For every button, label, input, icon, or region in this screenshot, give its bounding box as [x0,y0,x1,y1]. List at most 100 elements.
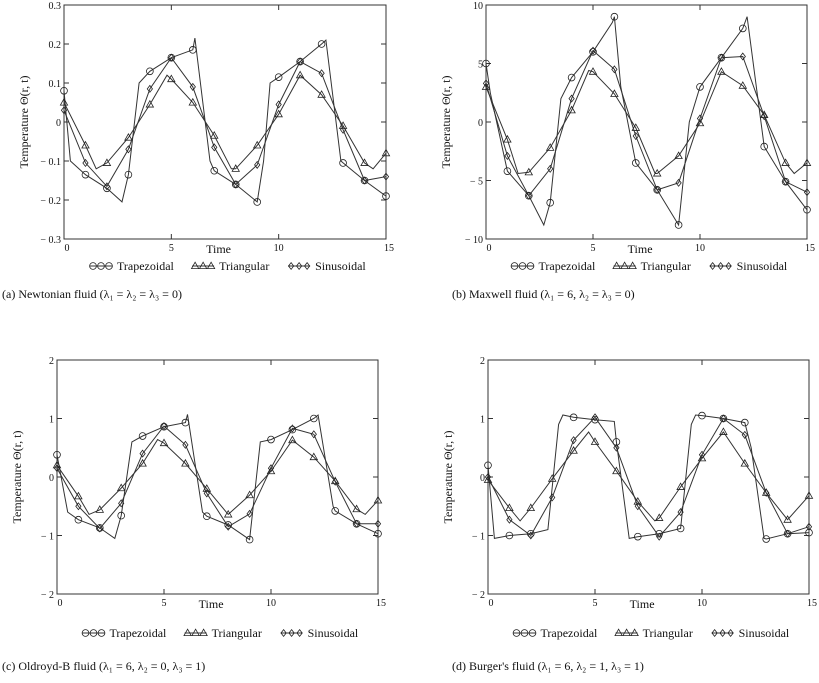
y-tick-label: 2 [480,356,485,367]
x-tick-label: 10 [697,598,707,609]
circle-marker [633,532,642,541]
diamond-marker [382,172,390,181]
x-tick-label: 15 [376,598,386,609]
diamond-marker [613,443,620,452]
legend-item-trapezoidal: Trapezoidal [81,626,168,640]
triangle-marker [116,483,126,492]
y-tick-label: − 1 [472,532,485,543]
triangle-marker [524,167,534,176]
triangle-marker [674,151,683,159]
triangle-marker [183,628,192,636]
circle-marker [203,512,211,520]
diamond-marker [782,177,789,186]
circle-marker [382,192,390,200]
triangle-marker [373,495,383,504]
trapezoidal-line [485,16,808,227]
legend-item-sinusoidal: Sinusoidal [711,626,790,640]
y-tick-label: − 0.2 [40,196,61,207]
triangle-marker [654,513,664,521]
y-tick-label: 0.1 [49,79,62,90]
plot-frame [485,4,808,240]
panel-caption: (d) Burger's fluid (λ₁ = 6, λ₂ = 1, λ₃ =… [452,659,644,673]
triangle-marker [697,453,707,462]
diamond-marker [146,84,153,93]
panel-a: − 0.3 − 0.2 − 0.1 0 0.1 0.2 0.3 0 5 10 15 Time Tempe… [2,1,394,301]
triangle-marker [274,109,283,118]
diamond-marker [632,131,639,141]
y-tick-label: − 1 [41,532,54,543]
diamond-marker [318,69,325,78]
x-tick-label: 15 [807,598,817,609]
triangle-marker [630,628,639,636]
triangle-marker [590,437,600,445]
legend-label: Trapezoidal [541,626,599,640]
legend-label: Triangular [641,259,691,273]
diamond-marker [267,464,275,473]
diamond-marker [225,522,232,531]
circle-marker [339,159,347,167]
circle-marker [97,262,105,270]
triangle-marker [209,131,219,139]
y-tick-label: 1 [49,415,54,426]
legend: Trapezoidal Triangular Sinusoidal [510,259,788,273]
legend-label: Trapezoidal [110,626,168,640]
y-tick-label: 0.3 [49,1,62,12]
y-axis-label: Temperature Θ(r, t) [441,431,455,524]
diamond-marker [484,472,492,482]
series-sinusoidal [60,53,390,191]
diamond-marker [568,94,575,103]
y-tick-label: 0 [478,118,483,129]
series-sinusoidal [482,46,811,200]
y-tick-label: − 10 [465,235,483,246]
circle-marker [60,87,68,95]
x-tick-label: 5 [591,243,596,254]
diamond-marker [547,164,554,173]
diamond-marker [361,176,368,185]
triangle-marker [288,435,297,444]
diamond-marker [654,185,661,194]
circle-marker [317,40,326,48]
diamond-marker [570,436,577,445]
x-axis-label: Time [199,597,224,611]
diamond-marker [696,114,704,123]
triangle-marker [352,504,361,513]
triangle-marker [545,143,555,151]
circle-marker [510,262,519,270]
triangle-marker [481,82,491,90]
y-tick-label: − 2 [472,590,485,601]
trapezoidal-line [56,414,379,541]
diamond-marker [720,414,727,423]
triangle-marker [181,458,190,467]
circle-marker [74,515,83,524]
diamond-marker [168,53,175,62]
diamond-marker [296,628,303,638]
x-tick-label: 10 [695,243,705,254]
sinusoidal-line [487,416,810,538]
legend-item-sinusoidal: Sinusoidal [287,259,366,273]
diamond-marker [784,529,791,538]
x-axis-label: Time [206,242,231,256]
diamond-marker [805,522,813,531]
diamond-marker [254,160,261,169]
x-tick-label: 15 [805,243,815,254]
circle-marker [309,414,318,423]
triangle-marker [59,97,69,106]
triangle-marker [191,628,200,636]
diamond-marker [709,261,716,271]
triangle-marker [717,67,726,75]
panel-d: − 2 − 1 0 1 2 0 5 10 15 Time Temperature Θ(r, t) Tr… [441,356,817,673]
x-tick-label: 10 [266,598,276,609]
diamond-marker [53,464,61,473]
diamond-marker [82,158,89,168]
sinusoidal-line [56,425,378,530]
diamond-marker [506,515,513,524]
circle-marker [117,511,125,520]
diamond-marker [203,489,210,498]
diamond-marker [719,628,726,638]
y-tick-label: 5 [478,60,483,71]
legend-item-trapezoidal: Trapezoidal [510,259,596,273]
plot-frame [63,4,387,240]
circle-marker [612,438,621,446]
triangular-line [487,431,810,522]
